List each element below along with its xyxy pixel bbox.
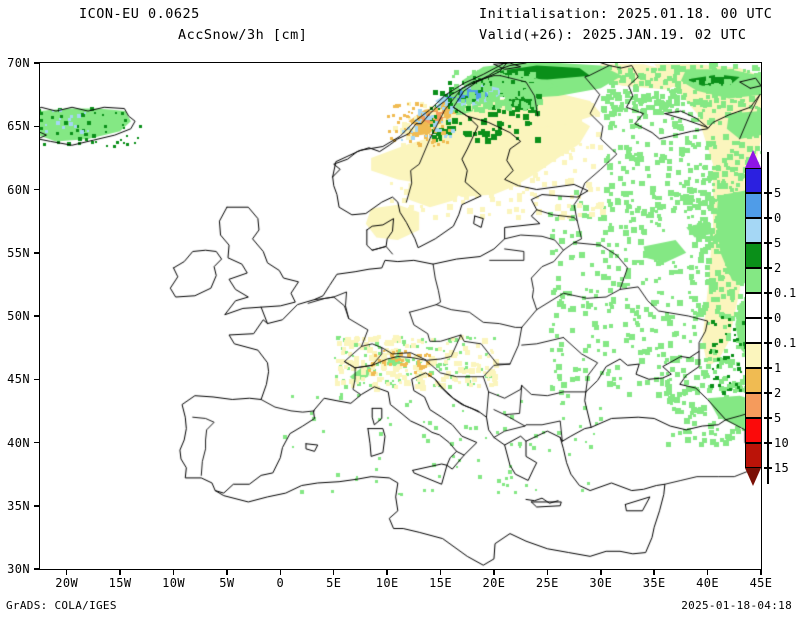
colorbar-tick bbox=[764, 317, 772, 319]
x-axis-tick bbox=[280, 570, 282, 575]
header-variable-title: AccSnow/3h [cm] bbox=[178, 27, 307, 43]
colorbar-segment bbox=[745, 168, 762, 193]
header-model-title: ICON-EU 0.0625 bbox=[79, 6, 200, 22]
colorbar-tick bbox=[764, 242, 772, 244]
colorbar-label: 0.1 bbox=[774, 286, 797, 300]
y-axis-label: 40N bbox=[7, 436, 30, 450]
colorbar-segment bbox=[745, 393, 762, 418]
x-axis-tick bbox=[493, 570, 495, 575]
y-axis-label: 45N bbox=[7, 372, 30, 386]
x-axis-label: 10E bbox=[376, 576, 399, 590]
x-axis-tick bbox=[760, 570, 762, 575]
x-axis-tick bbox=[119, 570, 121, 575]
colorbar-segment bbox=[745, 218, 762, 243]
y-axis-tick bbox=[34, 62, 39, 64]
x-axis-tick bbox=[440, 570, 442, 575]
colorbar-segment bbox=[745, 243, 762, 268]
colorbar-tick bbox=[764, 192, 772, 194]
y-axis-tick bbox=[34, 442, 39, 444]
grads-plot-page: ICON-EU 0.0625 AccSnow/3h [cm] Initialis… bbox=[0, 0, 800, 618]
y-axis-label: 35N bbox=[7, 499, 30, 513]
map-plot-area bbox=[39, 62, 762, 570]
y-axis-tick bbox=[34, 379, 39, 381]
colorbar-tick bbox=[764, 417, 772, 419]
y-axis-tick bbox=[34, 126, 39, 128]
footer-timestamp: 2025-01-18-04:18 bbox=[681, 599, 792, 612]
colorbar-under-triangle bbox=[745, 468, 761, 486]
y-axis-label: 30N bbox=[7, 562, 30, 576]
x-axis-label: 25E bbox=[536, 576, 559, 590]
colorbar-segment bbox=[745, 418, 762, 443]
footer-credit: GrADS: COLA/IGES bbox=[6, 599, 117, 612]
x-axis-tick bbox=[66, 570, 68, 575]
colorbar-tick bbox=[764, 292, 772, 294]
colorbar-tick bbox=[764, 267, 772, 269]
colorbar-label: 0 bbox=[774, 211, 782, 225]
x-axis-label: 0 bbox=[277, 576, 285, 590]
x-axis-label: 5E bbox=[326, 576, 341, 590]
x-axis-label: 30E bbox=[589, 576, 612, 590]
map-canvas bbox=[40, 63, 761, 569]
x-axis-label: 15W bbox=[109, 576, 132, 590]
y-axis-tick bbox=[34, 568, 39, 570]
colorbar-segment bbox=[745, 193, 762, 218]
colorbar-segment bbox=[745, 343, 762, 368]
y-axis-label: 55N bbox=[7, 246, 30, 260]
x-axis-label: 35E bbox=[643, 576, 666, 590]
x-axis-tick bbox=[547, 570, 549, 575]
x-axis-tick bbox=[226, 570, 228, 575]
x-axis-label: 20W bbox=[55, 576, 78, 590]
x-axis-label: 40E bbox=[696, 576, 719, 590]
colorbar-segment bbox=[745, 368, 762, 393]
colorbar-segments bbox=[745, 168, 762, 468]
y-axis-label: 50N bbox=[7, 309, 30, 323]
colorbar-tick bbox=[764, 392, 772, 394]
y-axis-tick bbox=[34, 315, 39, 317]
x-axis-tick bbox=[600, 570, 602, 575]
y-axis-label: 60N bbox=[7, 183, 30, 197]
colorbar-tick bbox=[764, 442, 772, 444]
y-axis-tick bbox=[34, 189, 39, 191]
colorbar-label: 5 bbox=[774, 186, 782, 200]
colorbar-label: 2 bbox=[774, 261, 782, 275]
x-axis-label: 15E bbox=[429, 576, 452, 590]
colorbar-label: 5 bbox=[774, 236, 782, 250]
colorbar-label: 0 bbox=[774, 311, 782, 325]
colorbar-tick bbox=[764, 367, 772, 369]
colorbar-segment bbox=[745, 293, 762, 318]
header-valid-time: Valid(+26): 2025.JAN.19. 02 UTC bbox=[479, 27, 746, 43]
colorbar-tick bbox=[764, 467, 772, 469]
colorbar: 5 0 5 2 0.1 0 0.1 1 2 5 10 15 bbox=[745, 150, 800, 486]
colorbar-label: 0.1 bbox=[774, 336, 797, 350]
colorbar-over-triangle bbox=[745, 150, 761, 168]
colorbar-segment bbox=[745, 443, 762, 468]
x-axis-tick bbox=[173, 570, 175, 575]
colorbar-segment bbox=[745, 318, 762, 343]
y-axis-tick bbox=[34, 505, 39, 507]
header-initialisation: Initialisation: 2025.01.18. 00 UTC bbox=[479, 6, 772, 22]
x-axis-label: 10W bbox=[162, 576, 185, 590]
x-axis-tick bbox=[386, 570, 388, 575]
colorbar-label: 15 bbox=[774, 461, 789, 475]
colorbar-label: 10 bbox=[774, 436, 789, 450]
colorbar-tick bbox=[764, 342, 772, 344]
x-axis-tick bbox=[333, 570, 335, 575]
y-axis-label: 70N bbox=[7, 56, 30, 70]
y-axis-label: 65N bbox=[7, 119, 30, 133]
x-axis-label: 45E bbox=[750, 576, 773, 590]
colorbar-label: 5 bbox=[774, 411, 782, 425]
y-axis-tick bbox=[34, 252, 39, 254]
x-axis-label: 5W bbox=[219, 576, 234, 590]
colorbar-tick bbox=[764, 217, 772, 219]
x-axis-tick bbox=[653, 570, 655, 575]
colorbar-label: 1 bbox=[774, 361, 782, 375]
x-axis-label: 20E bbox=[483, 576, 506, 590]
colorbar-segment bbox=[745, 268, 762, 293]
colorbar-label: 2 bbox=[774, 386, 782, 400]
x-axis-tick bbox=[707, 570, 709, 575]
